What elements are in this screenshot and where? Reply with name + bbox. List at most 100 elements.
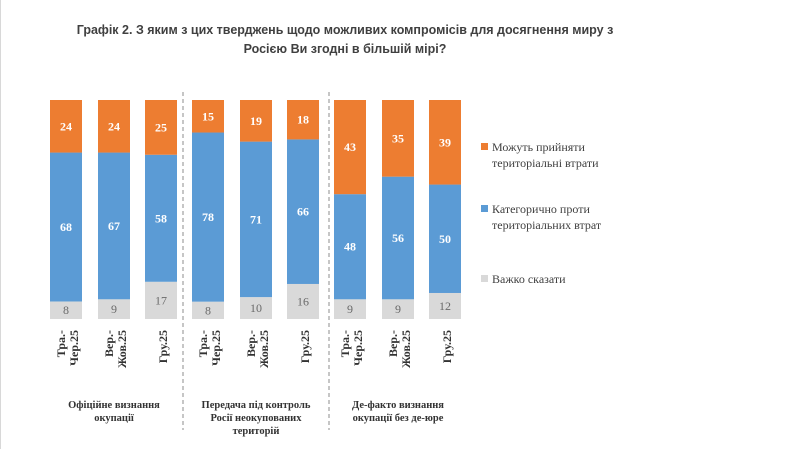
bar-segment-g2-c2-s2 (240, 141, 272, 298)
group-label: Передача під контроль Росії неокупованих т… (202, 400, 311, 437)
x-tick-label-line: Гру.25 (156, 330, 170, 363)
x-tick-label-line: Вер.- (386, 330, 400, 357)
data-label: 78 (202, 210, 214, 224)
bar-segment-g3-c3-s2 (429, 184, 461, 293)
bar-segment-g2-c2-s3 (240, 100, 272, 142)
data-label: 58 (155, 211, 167, 225)
bar-segment-g3-c2-s3 (382, 100, 414, 177)
data-label: 68 (60, 220, 72, 234)
legend-label-line: Можуть прийняти (492, 140, 586, 154)
bar-segment-g2-c1-s3 (192, 100, 224, 133)
legend-label-line: Категорично проти (492, 202, 590, 216)
data-label: 24 (108, 119, 120, 133)
bar-segment-g1-c2-s2 (98, 152, 130, 300)
x-tick-label: Гру.25 (298, 330, 312, 363)
bar-segment-g2-c1-s2 (192, 132, 224, 302)
x-tick-label: Тра.-Чер.25 (54, 330, 81, 366)
bar-segment-g1-c1-s2 (50, 152, 82, 302)
bar-segment-g2-c1-s1 (192, 301, 224, 319)
group-label-line: Передача під контроль (202, 400, 311, 411)
x-tick-label-line: Чер.25 (209, 330, 223, 366)
bar-segment-g2-c2-s1 (240, 297, 272, 319)
group-label-line: окупації (94, 413, 134, 424)
legend-swatch (481, 143, 488, 150)
data-label: 50 (439, 232, 451, 246)
bar-segment-g1-c2-s3 (98, 100, 130, 153)
group-label-line: територій (233, 426, 280, 437)
legend-label: Категорично проти територіальних втрат (492, 202, 602, 232)
data-label: 17 (155, 293, 167, 307)
legend-label-line: територіальних втрат (492, 218, 602, 232)
x-tick-label: Вер.-Жов.25 (386, 330, 413, 368)
bar-segment-g1-c3-s1 (145, 281, 177, 319)
x-tick-label: Гру.25 (156, 330, 170, 363)
x-tick-label-line: Вер.- (244, 330, 258, 357)
chart-title: Графік 2. З яким з цих тверджень щодо мо… (0, 21, 690, 59)
legend-swatch (481, 205, 488, 212)
x-tick-label-line: Тра.- (54, 330, 68, 357)
data-label: 10 (250, 301, 262, 315)
data-label: 56 (392, 231, 404, 245)
x-tick-label: Тра.-Чер.25 (196, 330, 223, 366)
x-tick-label-line: Чер.25 (351, 330, 365, 366)
group-label-line: Де-факто визнання (352, 400, 444, 411)
group-label: Офіційне визнання окупації (68, 400, 160, 424)
data-label: 43 (344, 140, 356, 154)
x-tick-label: Гру.25 (440, 330, 454, 363)
data-label: 16 (297, 294, 309, 308)
bar-segment-g1-c3-s2 (145, 154, 177, 282)
data-label: 9 (395, 302, 401, 316)
group-label-line: Офіційне визнання (68, 400, 160, 411)
data-label: 71 (250, 212, 262, 226)
data-label: 8 (205, 303, 211, 317)
data-label: 66 (297, 205, 309, 219)
bar-segment-g3-c3-s1 (429, 292, 461, 319)
data-label: 35 (392, 131, 404, 145)
bar-segment-g3-c1-s1 (334, 299, 366, 319)
data-label: 39 (439, 135, 451, 149)
bar-segment-g3-c2-s2 (382, 176, 414, 300)
group-label: Де-факто визнання окупації без де-юре (352, 400, 444, 424)
bar-segment-g3-c3-s3 (429, 100, 461, 185)
data-label: 25 (155, 120, 167, 134)
x-tick-label-line: Тра.- (196, 330, 210, 357)
data-label: 15 (202, 109, 214, 123)
group-label-line: окупації без де-юре (353, 413, 444, 424)
page-border (0, 0, 1, 449)
legend-swatch (481, 275, 488, 282)
bar-segment-g2-c3-s2 (287, 139, 319, 284)
x-tick-label-line: Чер.25 (67, 330, 81, 366)
x-tick-label: Вер.-Жов.25 (244, 330, 271, 368)
data-label: 48 (344, 240, 356, 254)
x-tick-label-line: Гру.25 (440, 330, 454, 363)
data-label: 8 (63, 303, 69, 317)
data-label: 9 (111, 302, 117, 316)
x-tick-label: Вер.-Жов.25 (102, 330, 129, 368)
data-label: 18 (297, 113, 309, 127)
legend-label-line: Важко сказати (492, 272, 566, 286)
bar-segment-g1-c1-s1 (50, 301, 82, 319)
data-label: 24 (60, 119, 72, 133)
data-label: 67 (108, 219, 120, 233)
data-label: 19 (250, 114, 262, 128)
bar-segment-g2-c3-s1 (287, 283, 319, 319)
bar-segment-g3-c1-s3 (334, 100, 366, 195)
bar-segment-g1-c1-s3 (50, 100, 82, 153)
chart-title-line-1: Графік 2. З яким з цих тверджень щодо мо… (76, 23, 614, 37)
legend-label-line: територіальні втрати (492, 156, 599, 170)
chart-title-line-2: Росією Ви згодні в більшій мірі? (243, 42, 447, 56)
x-tick-label-line: Тра.- (338, 330, 352, 357)
data-label: 12 (439, 299, 451, 313)
bar-segment-g2-c3-s3 (287, 100, 319, 140)
x-tick-label-line: Жов.25 (257, 330, 271, 368)
bar-segment-g3-c1-s2 (334, 194, 366, 300)
x-tick-label-line: Жов.25 (115, 330, 129, 368)
bar-segment-g1-c2-s1 (98, 299, 130, 319)
data-label: 9 (347, 302, 353, 316)
bar-segment-g3-c2-s1 (382, 299, 414, 319)
group-label-line: Росії неокупованих (211, 413, 303, 424)
x-tick-label-line: Вер.- (102, 330, 116, 357)
bar-segment-g1-c3-s3 (145, 100, 177, 155)
